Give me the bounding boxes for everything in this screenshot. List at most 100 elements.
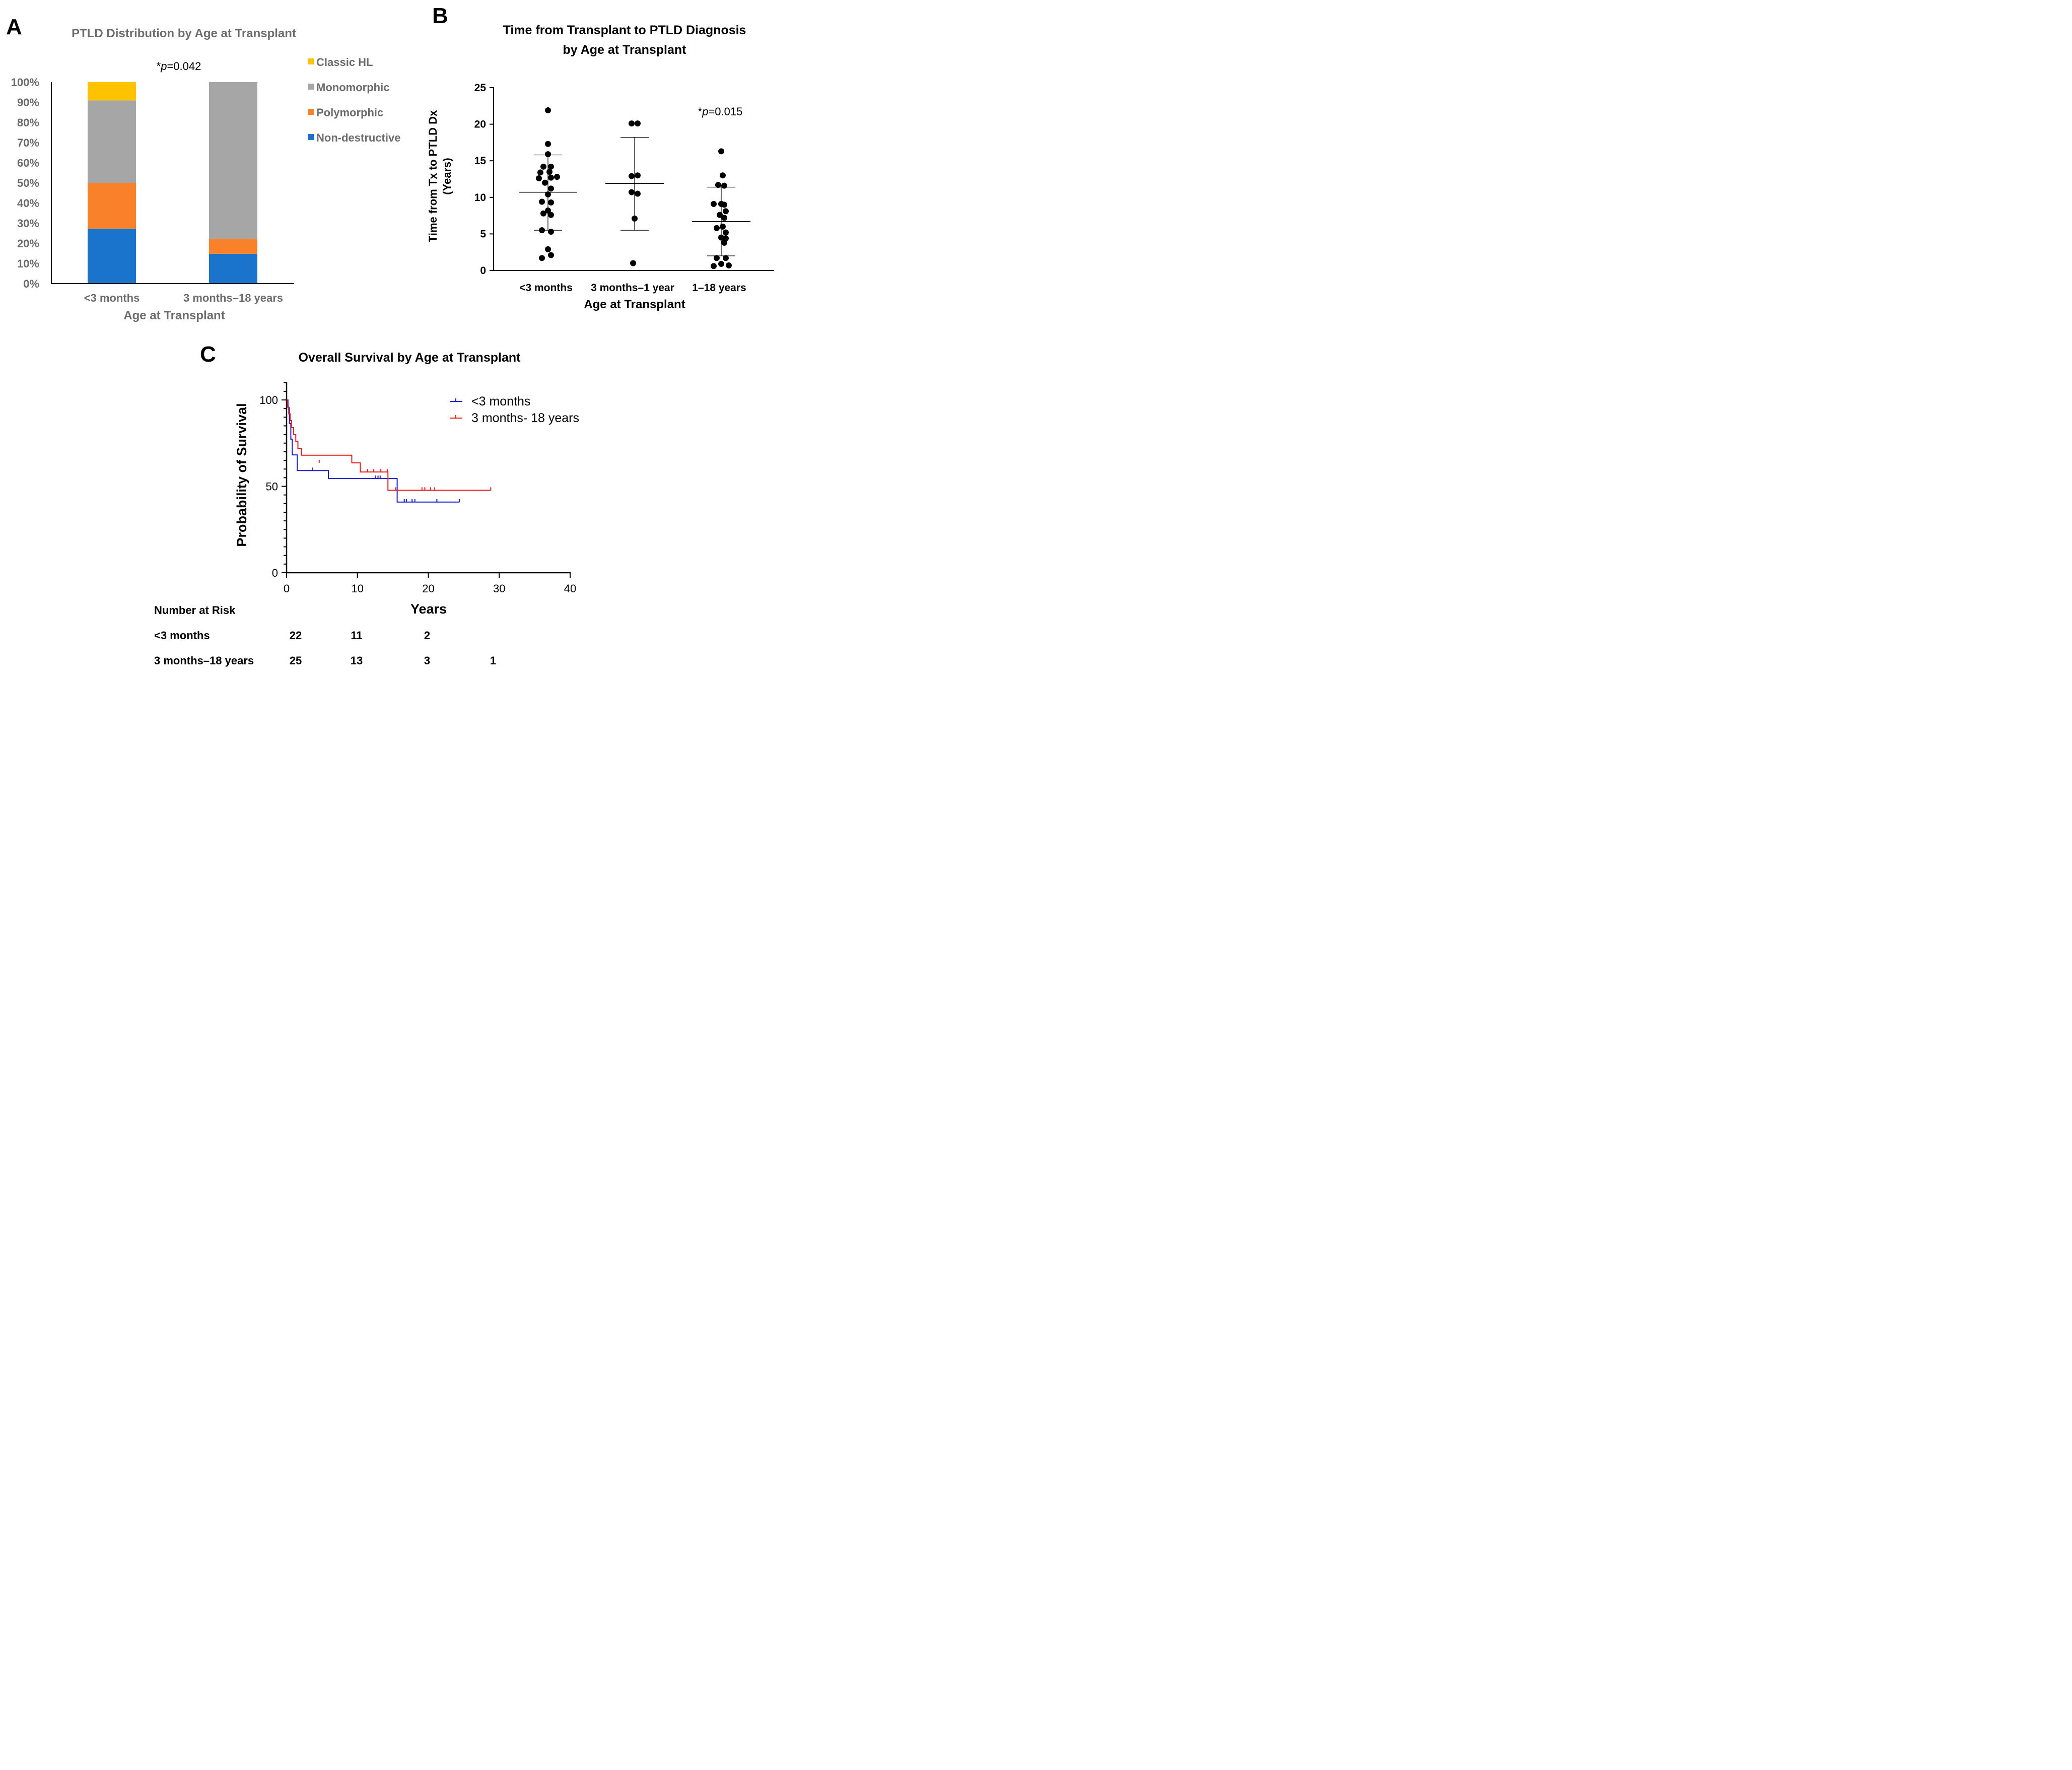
panel-c-y-tick-label: 50 xyxy=(266,481,278,493)
bar-segment xyxy=(88,100,136,183)
data-point xyxy=(711,263,717,269)
data-point xyxy=(539,227,545,234)
panel-a-letter: A xyxy=(6,15,22,39)
data-point xyxy=(720,223,726,230)
panel-a-p-value: *p=0.042 xyxy=(157,60,201,73)
data-point xyxy=(545,141,551,147)
risk-row-label: <3 months xyxy=(154,629,210,642)
legend-swatch xyxy=(308,134,314,140)
legend-swatch xyxy=(308,58,314,64)
data-point xyxy=(548,174,554,181)
bar-segment xyxy=(209,82,257,239)
panel-a-y-tick-label: 50% xyxy=(17,177,39,189)
panel-a-x-tick-label: <3 months xyxy=(84,292,140,304)
panel-c-x-tick-label: 30 xyxy=(493,582,505,595)
panel-b-p-value: *p=0.015 xyxy=(698,105,743,118)
data-point xyxy=(720,172,726,179)
risk-row-label: 3 months–18 years xyxy=(154,654,254,667)
risk-count: 13 xyxy=(351,654,363,667)
data-point xyxy=(548,229,554,235)
bar-segment xyxy=(209,253,257,284)
data-point xyxy=(714,225,720,231)
data-point xyxy=(717,212,723,218)
data-point xyxy=(537,169,543,176)
bar-segment xyxy=(88,183,136,229)
panel-b-y-tick-label: 15 xyxy=(474,155,487,167)
legend-label: 3 months- 18 years xyxy=(471,411,579,425)
panel-c-y-label: Probability of Survival xyxy=(234,403,249,547)
legend-label: Classic HL xyxy=(316,56,373,69)
panel-b-x-tick-label: 3 months–1 year xyxy=(591,282,674,294)
risk-table-title: Number at Risk xyxy=(154,604,236,617)
data-point xyxy=(630,260,636,266)
panel-b-data xyxy=(519,107,750,269)
data-point xyxy=(545,191,551,197)
data-point xyxy=(548,212,554,218)
panel-b-y-tick-label: 5 xyxy=(480,228,486,240)
data-point xyxy=(542,179,548,186)
risk-count: 1 xyxy=(490,654,496,667)
panel-a-x-ticks: <3 months 3 months–18 years xyxy=(84,292,283,304)
panel-a-y-tick-label: 10% xyxy=(17,257,39,270)
data-point xyxy=(536,175,542,182)
panel-a-bars xyxy=(88,82,257,284)
panel-a-y-tick-label: 40% xyxy=(17,197,39,210)
panel-a-y-tick-label: 30% xyxy=(17,217,39,230)
panel-b-y-tick-label: 0 xyxy=(480,265,486,277)
panel-c-x-tick-label: 20 xyxy=(422,582,434,595)
panel-c-x-tick-label: 10 xyxy=(352,582,364,595)
data-point xyxy=(540,163,546,170)
survival-curve xyxy=(287,399,460,503)
panel-b-y-label-line-1: Time from Tx to PTLD Dx xyxy=(427,110,439,242)
panel-b-scatter-chart: B Time from Transplant to PTLD Diagnosis… xyxy=(427,4,774,311)
risk-count: 11 xyxy=(351,629,362,642)
panel-b-title-line-1: Time from Transplant to PTLD Diagnosis xyxy=(503,23,746,37)
legend-label: <3 months xyxy=(471,394,530,409)
survival-curve xyxy=(287,399,491,491)
data-point xyxy=(715,182,721,188)
data-point xyxy=(548,163,554,170)
legend-label: Monomorphic xyxy=(316,81,389,94)
data-point xyxy=(723,229,729,236)
panel-b-y-tick-label: 25 xyxy=(474,82,487,94)
data-point xyxy=(711,200,717,207)
data-point xyxy=(635,120,641,127)
panel-c-title: Overall Survival by Age at Transplant xyxy=(299,351,521,365)
panel-a-legend: Classic HL Monomorphic Polymorphic Non-dest… xyxy=(308,56,400,144)
data-point xyxy=(629,189,635,195)
panel-a-bar-chart: A PTLD Distribution by Age at Transplant… xyxy=(6,15,400,322)
data-point xyxy=(721,201,727,208)
panel-c-survival-chart: C Overall Survival by Age at Transplant … xyxy=(154,342,579,667)
panel-a-title: PTLD Distribution by Age at Transplant xyxy=(72,27,296,40)
data-point xyxy=(546,168,552,175)
data-point xyxy=(545,246,551,252)
panel-c-legend: <3 months 3 months- 18 years xyxy=(450,394,579,425)
panel-a-y-tick-label: 60% xyxy=(17,157,39,169)
panel-a-y-tick-label: 20% xyxy=(17,237,39,250)
panel-b-x-tick-label: 1–18 years xyxy=(692,282,746,294)
data-point xyxy=(635,190,641,197)
data-point xyxy=(545,207,551,214)
data-point xyxy=(723,208,729,215)
panel-a-x-tick-label: 3 months–18 years xyxy=(183,292,283,304)
data-point xyxy=(548,185,554,192)
panel-a-y-tick-label: 70% xyxy=(17,137,39,149)
data-point xyxy=(539,198,545,205)
data-point xyxy=(718,234,724,241)
data-point xyxy=(718,148,724,155)
data-point xyxy=(723,255,729,261)
data-point xyxy=(545,107,551,114)
panel-b-x-tick-label: <3 months xyxy=(519,282,573,294)
data-point xyxy=(632,215,638,222)
data-point xyxy=(548,199,554,206)
data-point xyxy=(539,255,545,261)
bar-segment xyxy=(88,82,136,101)
panel-b-y-tick-label: 10 xyxy=(474,192,486,203)
panel-a-y-tick-label: 100% xyxy=(11,76,39,89)
panel-c-x-ticks: 0 10 20 30 40 xyxy=(284,573,576,595)
panel-a-y-tick-label: 80% xyxy=(17,116,39,129)
panel-a-y-ticks: 0% 10% 20% 30% 40% 50% 60% 70% 80% 90% 100% xyxy=(11,76,39,290)
panel-b-letter: B xyxy=(432,4,448,28)
data-point xyxy=(726,262,732,268)
legend-swatch xyxy=(308,84,314,90)
